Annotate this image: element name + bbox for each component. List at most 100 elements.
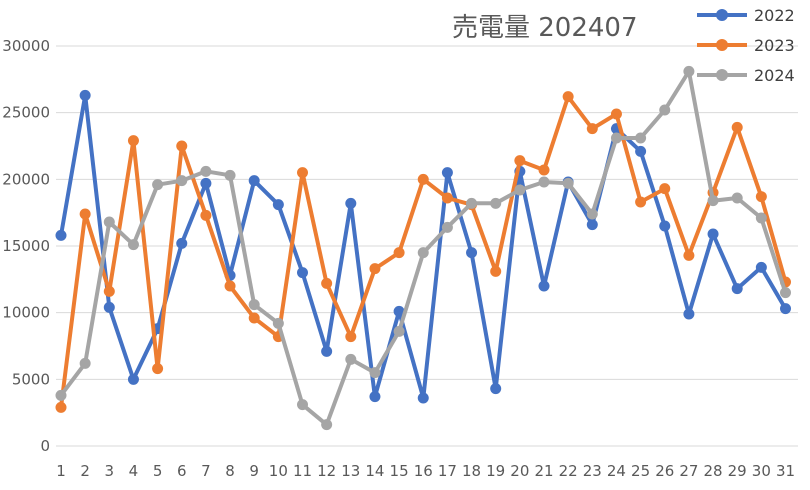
data-point: [79, 89, 91, 101]
legend-swatch-marker: [716, 9, 728, 21]
legend: 2022 2023 2024: [697, 6, 795, 85]
data-point: [562, 91, 574, 103]
chart-title: 売電量 202407: [452, 13, 638, 43]
x-tick-label: 3: [105, 462, 115, 480]
data-point: [321, 419, 333, 431]
x-tick-label: 9: [249, 462, 259, 480]
data-point: [659, 220, 671, 232]
x-tick-label: 11: [293, 462, 312, 480]
data-point: [538, 280, 550, 292]
data-point: [345, 353, 357, 365]
data-point: [369, 367, 381, 379]
data-point: [152, 363, 164, 375]
data-point: [393, 305, 405, 317]
data-point: [490, 197, 502, 209]
data-point: [297, 399, 308, 411]
x-tick-label: 14: [365, 462, 384, 480]
x-tick-label: 17: [438, 462, 457, 480]
x-tick-label: 8: [225, 462, 235, 480]
x-tick-label: 23: [583, 462, 602, 480]
data-point: [369, 391, 381, 403]
data-point: [152, 179, 164, 191]
data-point: [248, 175, 260, 187]
x-tick-label: 16: [414, 462, 433, 480]
data-point: [417, 392, 429, 404]
data-point: [514, 155, 526, 167]
x-tick-label: 19: [486, 462, 505, 480]
y-tick-label: 5000: [12, 370, 50, 388]
data-point: [538, 164, 550, 176]
data-point: [79, 208, 91, 220]
data-point: [780, 303, 791, 315]
legend-label: 2023: [754, 36, 795, 55]
data-point: [610, 132, 622, 144]
data-point: [659, 104, 671, 116]
series-group: [55, 65, 791, 431]
y-tick-label: 15000: [2, 237, 50, 255]
x-tick-label: 12: [317, 462, 336, 480]
x-tick-label: 2: [80, 462, 90, 480]
legend-label: 2022: [754, 6, 795, 25]
y-tick-label: 20000: [2, 170, 50, 188]
data-point: [635, 196, 647, 208]
x-tick-label: 10: [269, 462, 288, 480]
data-point: [441, 221, 453, 233]
x-tick-label: 31: [776, 462, 795, 480]
legend-label: 2024: [754, 66, 795, 85]
data-point: [200, 177, 212, 189]
x-tick-label: 5: [153, 462, 163, 480]
x-tick-label: 15: [390, 462, 409, 480]
x-axis-ticks: 1 2 3 4 5 6 7 8 9 10 11 12 13 14 15 16 17 18 19 20 21 22 23 24 2…: [56, 462, 795, 480]
legend-swatch-marker: [716, 39, 728, 51]
data-point: [248, 299, 260, 311]
data-point: [369, 263, 381, 275]
data-point: [200, 165, 212, 177]
data-point: [55, 401, 67, 413]
data-point: [441, 167, 453, 179]
x-tick-label: 21: [534, 462, 553, 480]
data-point: [103, 301, 115, 313]
data-point: [176, 140, 188, 152]
y-tick-label: 10000: [2, 304, 50, 322]
data-point: [441, 192, 453, 204]
data-point: [272, 317, 284, 329]
data-point: [127, 373, 139, 385]
data-point: [659, 183, 671, 195]
x-tick-label: 18: [462, 462, 481, 480]
data-point: [297, 167, 308, 179]
x-tick-label: 30: [752, 462, 771, 480]
x-tick-label: 28: [704, 462, 723, 480]
data-point: [345, 197, 357, 209]
data-point: [176, 237, 188, 249]
data-point: [176, 175, 188, 187]
series-2022: [55, 89, 791, 404]
data-point: [562, 177, 574, 189]
data-point: [635, 145, 647, 157]
data-point: [490, 265, 502, 277]
series-2023: [55, 91, 791, 413]
data-point: [538, 176, 550, 188]
data-point: [103, 216, 115, 228]
data-point: [417, 173, 429, 185]
data-point: [297, 267, 308, 279]
data-point: [321, 277, 333, 289]
data-point: [683, 249, 695, 261]
x-tick-label: 22: [559, 462, 578, 480]
data-point: [466, 247, 478, 259]
data-point: [321, 345, 333, 357]
data-point: [127, 239, 139, 251]
data-point: [393, 325, 405, 337]
data-point: [200, 209, 212, 221]
data-point: [707, 195, 719, 207]
data-point: [683, 65, 695, 77]
data-point: [272, 199, 284, 211]
data-point: [731, 283, 743, 295]
data-point: [417, 247, 429, 259]
data-point: [248, 312, 260, 324]
x-tick-label: 4: [129, 462, 139, 480]
x-tick-label: 1: [56, 462, 66, 480]
x-tick-label: 26: [655, 462, 674, 480]
data-point: [780, 287, 791, 299]
x-tick-label: 6: [177, 462, 187, 480]
